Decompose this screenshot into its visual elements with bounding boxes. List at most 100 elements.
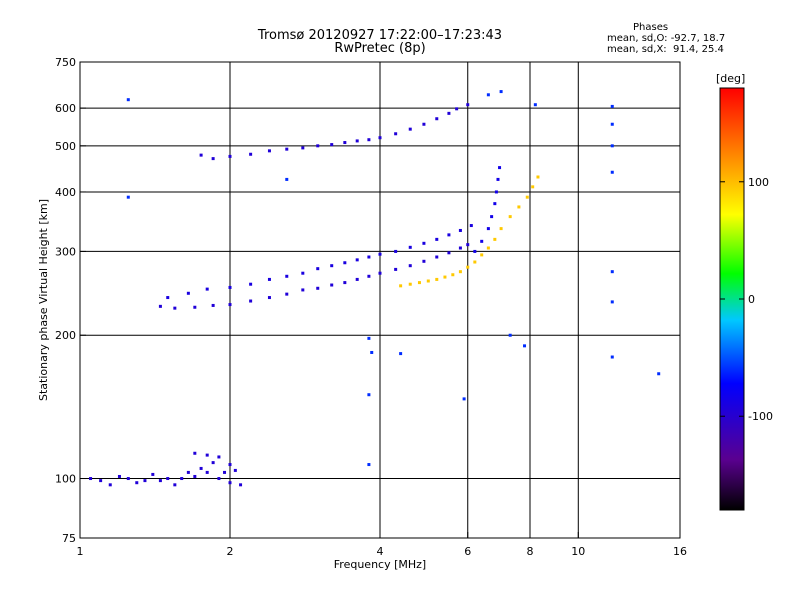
data-point (205, 470, 209, 474)
data-point (330, 143, 334, 147)
y-tick-label: 400 (55, 186, 76, 199)
data-point (533, 103, 537, 107)
data-point (166, 477, 170, 481)
data-point (394, 132, 398, 136)
x-tick-label: 16 (673, 545, 687, 558)
data-point (610, 144, 614, 148)
data-point (158, 479, 162, 483)
phase-stats-o: mean, sd,O: -92.7, 18.7 (607, 33, 726, 44)
data-point (447, 251, 451, 255)
data-point (211, 303, 215, 307)
data-point (301, 146, 305, 150)
data-point (211, 157, 215, 161)
data-point (126, 195, 130, 199)
data-point (193, 474, 197, 478)
data-point (217, 477, 221, 481)
data-point (486, 246, 490, 250)
data-point (610, 300, 614, 304)
x-axis-label: Frequency [MHz] (334, 558, 426, 571)
axis-ticks: 1 2 4 6 8 10 16 75 100 200 300 400 500 600 750 (55, 56, 687, 558)
data-point (367, 255, 371, 259)
data-point (316, 286, 320, 290)
data-point (473, 249, 477, 253)
data-point (462, 397, 466, 401)
data-point (89, 477, 93, 481)
data-point (355, 139, 359, 143)
data-point (435, 237, 439, 241)
data-point (199, 153, 203, 157)
x-tick-label: 6 (464, 545, 471, 558)
data-point (657, 372, 661, 376)
data-point (135, 481, 139, 485)
data-point (316, 144, 320, 148)
data-point (186, 470, 190, 474)
data-point (249, 299, 253, 303)
data-point (517, 205, 521, 209)
data-point (117, 474, 121, 478)
data-point (285, 147, 289, 151)
data-point (378, 271, 382, 275)
data-point (223, 470, 227, 474)
data-point (108, 483, 112, 487)
data-point (469, 224, 473, 228)
data-point (301, 288, 305, 292)
data-point (498, 166, 502, 170)
data-point (394, 249, 398, 253)
data-point (330, 283, 334, 287)
data-point (426, 279, 430, 283)
phase-stats-x: mean, sd,X: 91.4, 25.4 (607, 44, 724, 55)
y-tick-label: 75 (62, 532, 76, 545)
data-point (422, 241, 426, 245)
data-point (343, 261, 347, 265)
data-point (267, 149, 271, 153)
data-point (99, 479, 103, 483)
data-point (494, 190, 498, 194)
data-point (408, 264, 412, 268)
data-point (343, 281, 347, 285)
data-point (228, 303, 232, 307)
data-point (394, 267, 398, 271)
data-point (367, 393, 371, 397)
y-tick-label: 200 (55, 329, 76, 342)
data-point (486, 227, 490, 231)
y-axis-label: Stationary phase Virtual Height [km] (37, 199, 50, 401)
data-point (466, 265, 470, 269)
data-point (408, 282, 412, 286)
data-point (267, 277, 271, 281)
data-point (143, 479, 147, 483)
data-point (166, 296, 170, 300)
data-point (217, 455, 221, 459)
data-point (610, 170, 614, 174)
data-point (480, 253, 484, 257)
y-tick-label: 500 (55, 140, 76, 153)
y-tick-label: 600 (55, 102, 76, 115)
data-point (285, 177, 289, 181)
data-point (126, 477, 130, 481)
data-point (316, 267, 320, 271)
data-point (199, 466, 203, 470)
data-point (455, 107, 459, 111)
data-point (399, 352, 403, 356)
data-point (173, 306, 177, 310)
data-point (610, 122, 614, 126)
data-point (228, 463, 232, 467)
colorbar-tick-label: 100 (748, 176, 769, 189)
data-point (193, 305, 197, 309)
data-point (205, 287, 209, 291)
data-point (151, 472, 155, 476)
data-point (486, 93, 490, 97)
data-point (490, 215, 494, 219)
data-point (447, 233, 451, 237)
data-point (355, 277, 359, 281)
x-tick-label: 4 (377, 545, 384, 558)
data-point (285, 274, 289, 278)
data-point (249, 282, 253, 286)
data-point (233, 468, 237, 472)
data-point (228, 154, 232, 158)
data-point (301, 271, 305, 275)
data-point (435, 255, 439, 259)
data-point (126, 98, 130, 102)
chart-subtitle: RwPretec (8p) (334, 41, 426, 56)
data-point (493, 237, 497, 241)
